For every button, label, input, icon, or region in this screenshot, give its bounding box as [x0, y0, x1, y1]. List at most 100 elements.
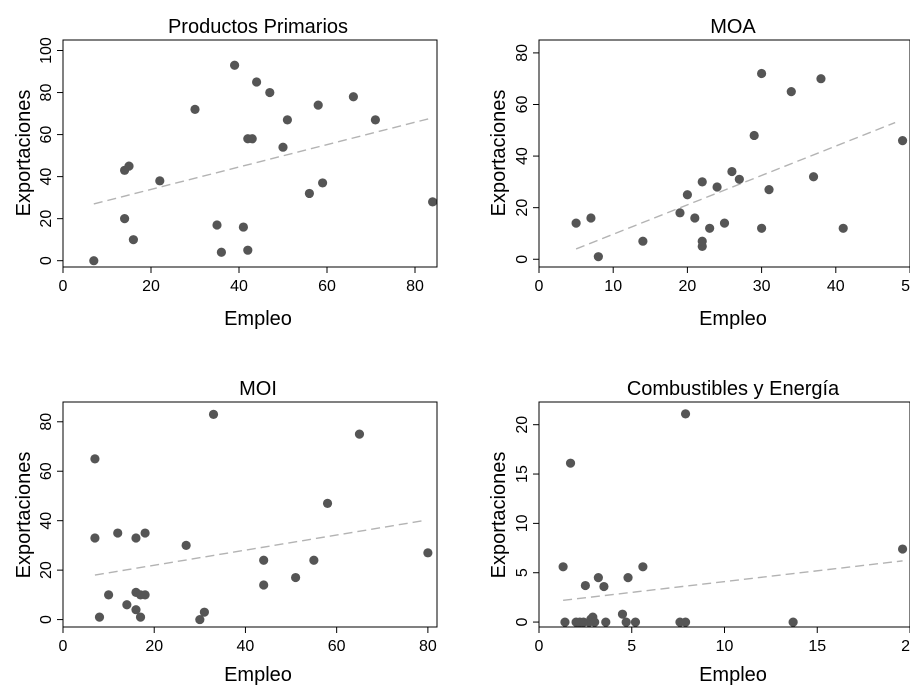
data-point [680, 617, 691, 627]
data-point [140, 590, 150, 600]
y-tick-label: 60 [514, 95, 531, 113]
y-tick-label: 40 [514, 147, 531, 165]
data-point [181, 540, 191, 551]
panel-title: Productos Primarios [168, 16, 348, 38]
data-point [690, 213, 700, 223]
y-axis-label: Exportaciones [488, 90, 510, 217]
data-point [128, 235, 138, 245]
data-point [90, 454, 100, 464]
data-point [816, 74, 826, 84]
data-point [757, 223, 767, 233]
x-tick-label: 50 [901, 278, 910, 295]
data-point [113, 528, 123, 538]
data-point [571, 218, 581, 228]
y-tick-label: 0 [514, 255, 531, 264]
x-ticks: 0 20 40 60 80 [59, 627, 437, 655]
data-point [243, 245, 253, 255]
x-tick-label: 20 [901, 638, 910, 655]
y-axis-label: Exportaciones [13, 90, 35, 217]
data-point [788, 617, 798, 627]
x-tick-label: 10 [604, 278, 622, 295]
x-tick-label: 60 [328, 638, 346, 655]
x-tick-label: 15 [808, 638, 826, 655]
data-point [749, 130, 759, 141]
data-point [282, 115, 292, 125]
y-axis-label: Exportaciones [13, 452, 35, 579]
plot-frame [538, 39, 910, 268]
y-tick-label: 0 [38, 256, 55, 265]
data-point [617, 609, 628, 619]
y-ticks: 0 20 40 60 80 [38, 413, 63, 624]
data-point [680, 409, 691, 419]
y-tick-label: 15 [514, 465, 531, 483]
y-tick-label: 100 [38, 37, 55, 64]
x-tick-label: 20 [142, 278, 160, 295]
y-tick-label: 20 [514, 199, 531, 217]
y-axis-label: Exportaciones [488, 452, 510, 579]
y-tick-label: 0 [38, 615, 55, 624]
data-point [757, 68, 767, 79]
data-point [558, 562, 568, 572]
data-points [90, 409, 433, 625]
x-tick-label: 0 [59, 638, 68, 655]
data-point [265, 87, 275, 98]
y-ticks: 0 20 40 60 80 100 [38, 37, 63, 265]
panel-title: MOA [710, 16, 756, 38]
data-point [897, 544, 908, 554]
y-ticks: 0 20 40 60 80 [514, 44, 539, 264]
data-point [621, 617, 631, 627]
data-point [786, 86, 796, 97]
data-point [230, 60, 240, 70]
data-point [291, 572, 301, 583]
data-point [697, 236, 707, 246]
y-tick-label: 80 [38, 413, 55, 431]
panel-title: MOI [239, 378, 277, 400]
x-tick-label: 0 [535, 278, 544, 295]
data-point [682, 190, 693, 200]
data-point [309, 555, 319, 565]
x-ticks: 0 5 10 15 20 [535, 627, 910, 655]
data-point [131, 533, 141, 543]
data-point [808, 172, 819, 182]
data-point [124, 161, 134, 171]
data-point [190, 104, 200, 114]
plot-frame [538, 401, 910, 628]
data-point [428, 197, 438, 207]
data-point [252, 77, 262, 87]
data-point [247, 134, 257, 144]
y-tick-label: 10 [514, 514, 531, 532]
data-point [705, 223, 715, 233]
data-point [304, 188, 314, 199]
data-point [259, 555, 269, 565]
y-tick-label: 5 [514, 568, 531, 577]
y-tick-label: 20 [38, 210, 55, 228]
data-point [208, 409, 219, 419]
x-axis-label: Empleo [224, 308, 292, 330]
data-point [675, 208, 685, 218]
y-ticks: 0 5 10 15 20 [514, 416, 539, 627]
y-tick-label: 80 [514, 44, 531, 62]
data-point [586, 213, 596, 223]
data-point [623, 573, 633, 583]
x-ticks: 0 10 20 30 40 50 [535, 267, 910, 295]
data-point [140, 528, 150, 538]
data-point [135, 612, 146, 622]
x-tick-label: 20 [679, 278, 697, 295]
y-tick-label: 60 [38, 462, 55, 480]
data-point [560, 617, 570, 627]
y-tick-label: 60 [38, 126, 55, 144]
data-point [94, 612, 105, 622]
x-tick-label: 60 [318, 278, 336, 295]
data-point [104, 590, 114, 600]
data-point [590, 617, 600, 627]
data-point [278, 142, 288, 152]
data-point [638, 562, 648, 572]
data-point [697, 177, 707, 187]
x-tick-label: 80 [406, 278, 424, 295]
data-point [122, 600, 132, 610]
x-tick-label: 80 [419, 638, 437, 655]
panel-title: Combustibles y Energía [627, 378, 840, 400]
data-point [195, 614, 205, 625]
data-point [593, 252, 603, 262]
data-point [354, 429, 365, 439]
